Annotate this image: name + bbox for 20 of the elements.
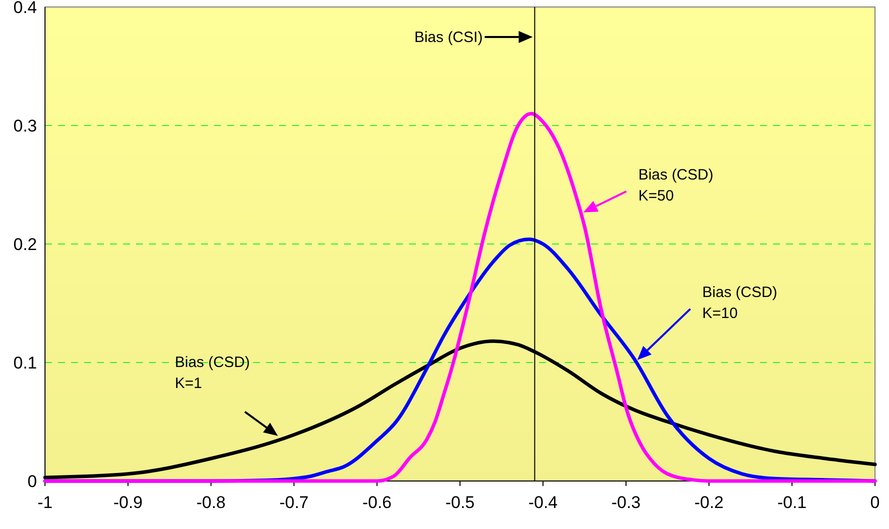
annotation: Bias (CSD) K=1 xyxy=(174,354,250,392)
y-tick-label: 0 xyxy=(28,472,37,491)
x-tick-label: -0.8 xyxy=(196,493,226,512)
x-tick-label: -0.5 xyxy=(445,493,475,512)
x-tick-label: -0.1 xyxy=(777,493,807,512)
y-tick-label: 0.3 xyxy=(13,116,37,136)
x-tick-label: -0.6 xyxy=(362,493,392,512)
x-tick-label: 0 xyxy=(870,493,880,512)
x-tick-label: -0.2 xyxy=(694,493,724,512)
x-tick-label: -0.7 xyxy=(279,493,309,512)
y-tick-label: 0.2 xyxy=(13,235,37,254)
annotation: Bias (CSD) K=50 xyxy=(638,166,714,204)
y-tick-label: 0.1 xyxy=(13,354,37,372)
x-tick-label: -0.3 xyxy=(611,493,641,512)
annotation: Bias (CSD) K=10 xyxy=(702,284,778,322)
x-tick-label: -0.4 xyxy=(528,493,558,512)
annotation: Bias (CSI) xyxy=(414,29,483,46)
x-tick-label: -1 xyxy=(37,493,53,512)
y-tick-label: 0.4 xyxy=(13,0,37,17)
x-tick-label: -0.9 xyxy=(113,493,143,512)
